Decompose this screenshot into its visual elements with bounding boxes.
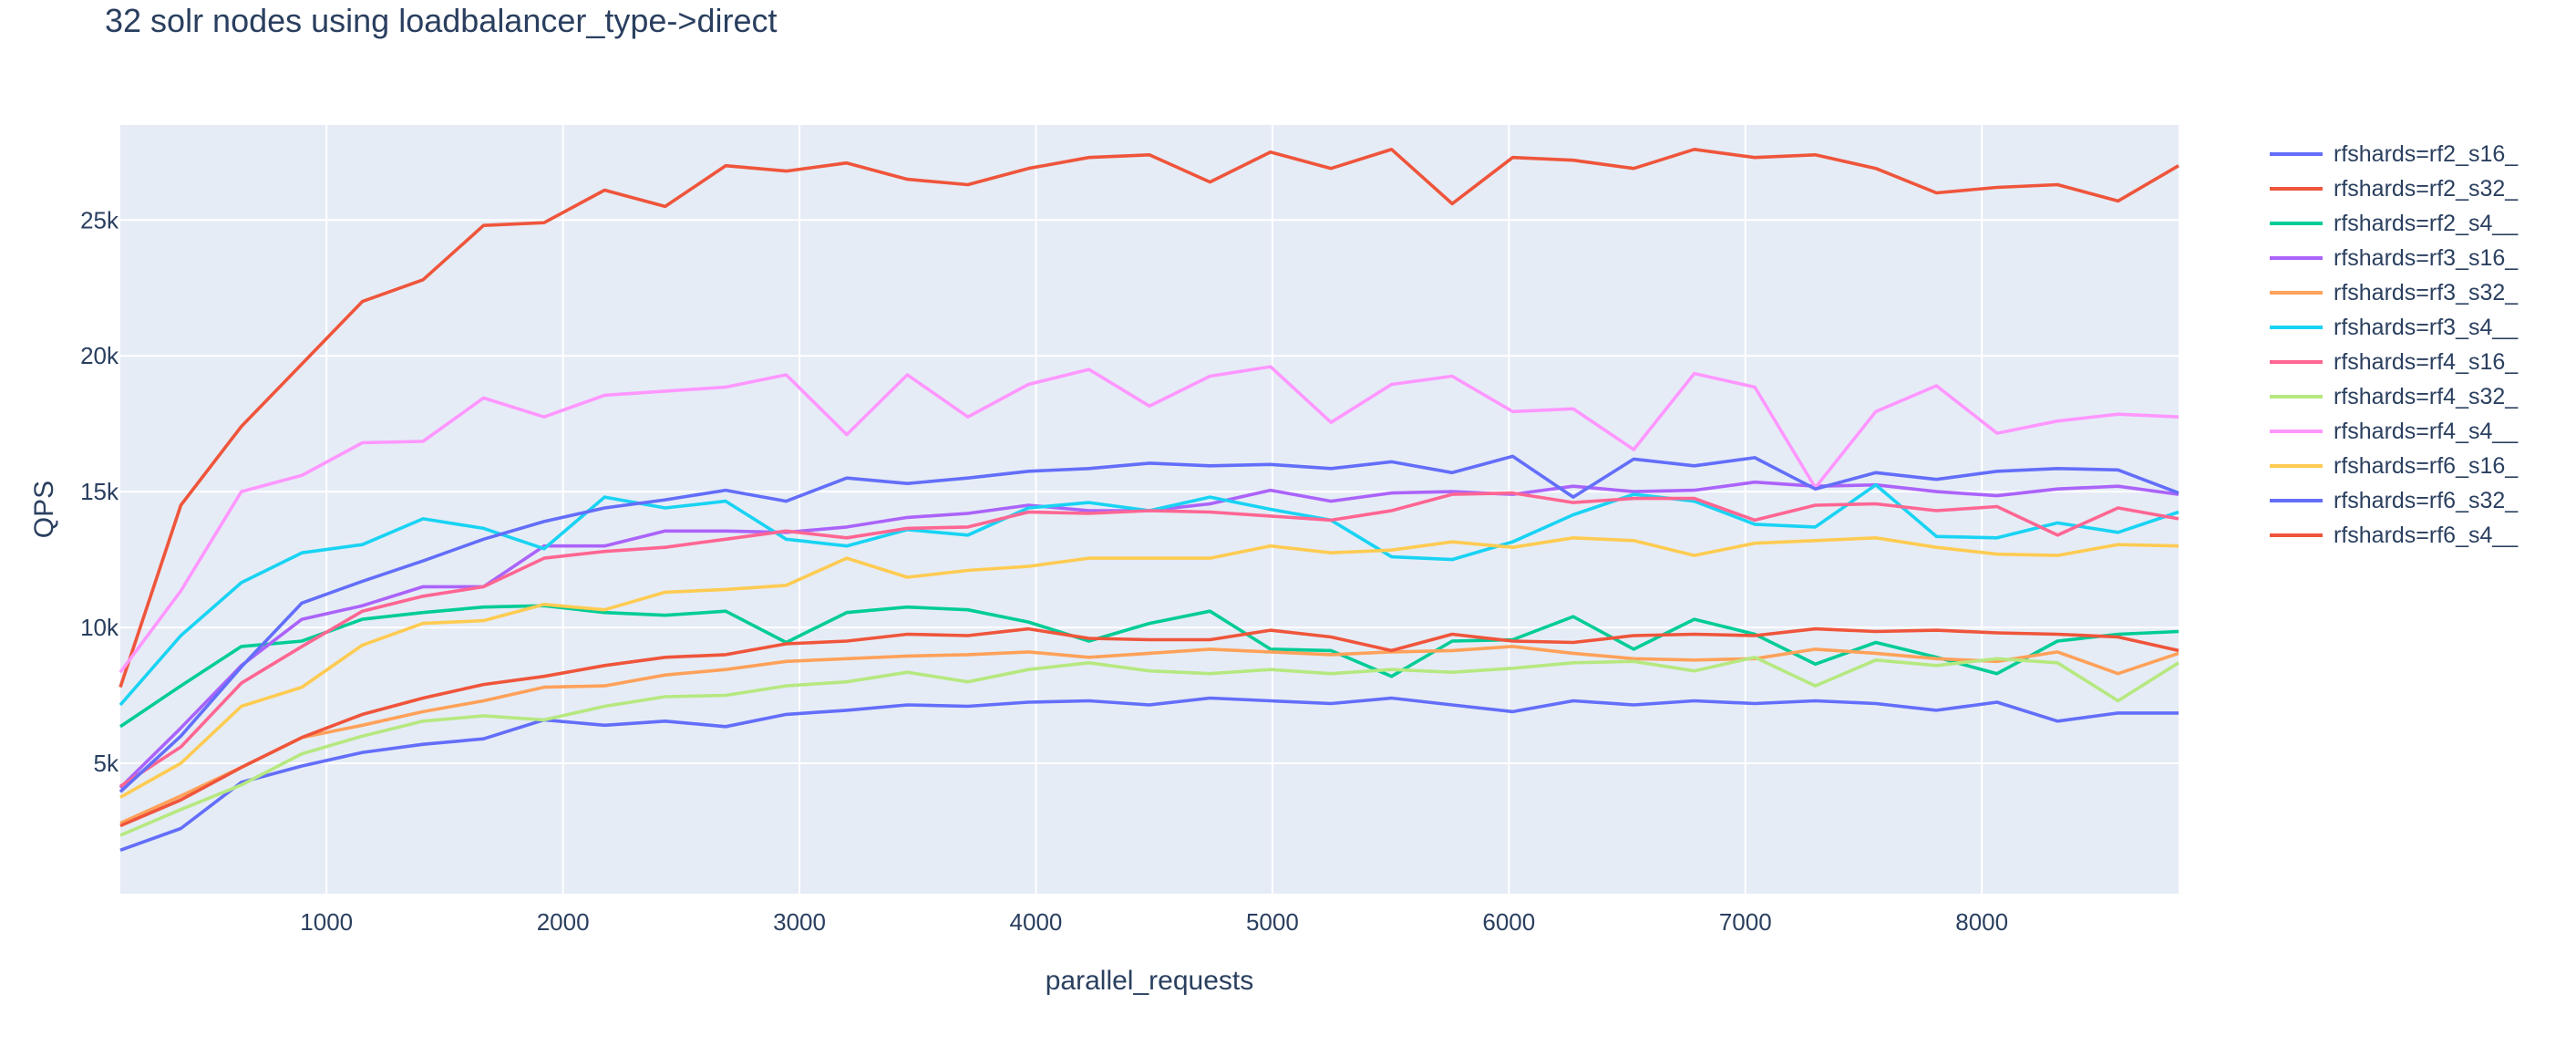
legend-item[interactable]: rfshards=rf4_s4__ [2270, 414, 2518, 449]
grid-lines [120, 125, 2179, 894]
series-line-rfshards-rf2-s4 [118, 604, 2179, 729]
legend-swatch [2270, 256, 2323, 260]
legend-swatch [2270, 430, 2323, 433]
legend-label: rfshards=rf6_s16_ [2334, 452, 2519, 479]
y-axis-title: QPS [29, 481, 59, 538]
x-tick-label: 1000 [300, 908, 353, 936]
legend-item[interactable]: rfshards=rf3_s16_ [2270, 241, 2518, 275]
series-line-rfshards-rf4-s16 [119, 491, 2179, 788]
x-axis-title: parallel_requests [1046, 966, 1253, 996]
y-tick-label: 10k [80, 614, 119, 641]
chart-title: 32 solr nodes using loadbalancer_type->d… [105, 2, 778, 39]
legend-item[interactable]: rfshards=rf6_s4__ [2270, 518, 2518, 553]
series-line-rfshards-rf2-s16 [119, 696, 2179, 852]
legend-label: rfshards=rf6_s4__ [2334, 522, 2519, 548]
legend-label: rfshards=rf2_s32_ [2334, 175, 2519, 202]
legend-label: rfshards=rf6_s32_ [2334, 487, 2519, 513]
x-tick-label: 7000 [1719, 908, 1772, 936]
legend-swatch [2270, 360, 2323, 364]
legend-label: rfshards=rf3_s16_ [2334, 244, 2519, 271]
legend-swatch [2270, 533, 2323, 537]
legend-item[interactable]: rfshards=rf2_s32_ [2270, 171, 2518, 206]
legend-item[interactable]: rfshards=rf2_s4__ [2270, 206, 2518, 241]
series-line-rfshards-rf6-s16 [119, 535, 2179, 799]
series-line-rfshards-rf2-s32 [118, 148, 2179, 688]
series-line-rfshards-rf6-s4 [119, 626, 2179, 828]
x-tick-label: 2000 [537, 908, 590, 936]
legend-item[interactable]: rfshards=rf2_s16_ [2270, 137, 2518, 171]
legend-swatch [2270, 326, 2323, 329]
legend-swatch [2270, 395, 2323, 399]
x-tick-label: 4000 [1010, 908, 1063, 936]
series-lines [118, 148, 2179, 852]
legend-item[interactable]: rfshards=rf4_s16_ [2270, 345, 2518, 379]
legend-swatch [2270, 222, 2323, 225]
series-line-rfshards-rf4-s4 [118, 365, 2179, 674]
legend-label: rfshards=rf4_s32_ [2334, 383, 2519, 409]
legend-label: rfshards=rf3_s4__ [2334, 314, 2519, 340]
legend-swatch [2270, 464, 2323, 468]
legend: rfshards=rf2_s16_ rfshards=rf2_s32_rfshar… [2270, 137, 2518, 553]
y-tick-label: 5k [94, 750, 119, 777]
x-axis-ticks: 1000 2000 3000 4000 5000 6000 7000 8000 [300, 908, 2008, 936]
legend-label: rfshards=rf2_s4__ [2334, 210, 2519, 236]
legend-label: rfshards=rf4_s4__ [2334, 418, 2519, 444]
legend-swatch [2270, 152, 2323, 156]
x-tick-label: 3000 [773, 908, 826, 936]
legend-label: rfshards=rf3_s32_ [2334, 279, 2519, 305]
legend-item[interactable]: rfshards=rf6_s32_ [2270, 483, 2518, 518]
x-tick-label: 8000 [1955, 908, 2008, 936]
legend-label: rfshards=rf2_s16_ [2334, 140, 2519, 167]
x-tick-label: 6000 [1482, 908, 1535, 936]
x-tick-label: 5000 [1246, 908, 1299, 936]
legend-item[interactable]: rfshards=rf3_s32_ [2270, 275, 2518, 310]
legend-swatch [2270, 187, 2323, 191]
legend-label: rfshards=rf4_s16_ [2334, 348, 2519, 375]
y-axis-ticks: 5k 10k 15k 20k 25k [80, 206, 119, 777]
y-tick-label: 25k [80, 206, 119, 233]
legend-swatch [2270, 291, 2323, 295]
series-line-rfshards-rf4-s32 [119, 655, 2179, 837]
legend-item[interactable]: rfshards=rf4_s32_ [2270, 379, 2518, 414]
legend-swatch [2270, 499, 2323, 502]
legend-item[interactable]: rfshards=rf3_s4__ [2270, 310, 2518, 345]
series-line-rfshards-rf3-s32 [119, 645, 2179, 825]
y-tick-label: 15k [80, 478, 119, 505]
legend-item[interactable]: rfshards=rf6_s16_ [2270, 449, 2518, 483]
series-line-rfshards-rf6-s32 [118, 454, 2179, 793]
y-tick-label: 20k [80, 342, 119, 369]
